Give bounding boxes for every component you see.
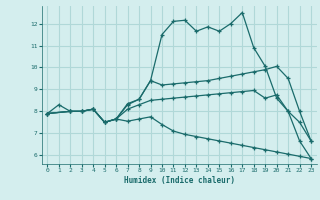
X-axis label: Humidex (Indice chaleur): Humidex (Indice chaleur) — [124, 176, 235, 185]
